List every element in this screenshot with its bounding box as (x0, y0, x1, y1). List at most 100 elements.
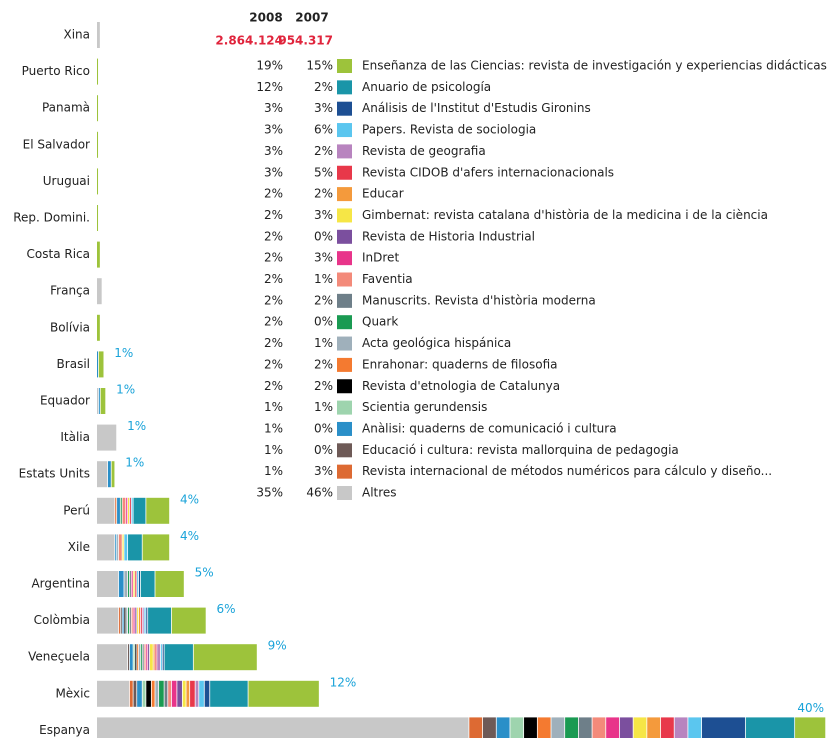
bar-segment (97, 168, 99, 195)
bar-segment (688, 717, 702, 738)
bar-segment (117, 534, 119, 561)
legend-label: Altres (362, 486, 397, 500)
legend-label: InDret (362, 251, 399, 265)
share-2008: 1% (264, 421, 283, 435)
share-2007: 2% (314, 357, 333, 371)
bar-segment (122, 497, 126, 524)
column-total: 2.864.124 (215, 34, 283, 48)
legend-swatch (337, 144, 352, 159)
bar-segment (122, 534, 124, 561)
bar-segment (128, 644, 130, 671)
bar-segment (124, 571, 128, 597)
share-2007: 2% (314, 293, 333, 307)
bar-segment (647, 717, 661, 738)
share-2008: 3% (264, 123, 283, 137)
bar-segment (124, 607, 126, 634)
legend-swatch (337, 272, 352, 287)
share-2007: 0% (314, 443, 333, 457)
bar-segment (155, 644, 157, 671)
share-2008: 2% (264, 315, 283, 329)
bar-segment (97, 680, 130, 707)
legend-swatch (337, 357, 352, 372)
legend-label: Gimbernat: revista catalana d'història d… (362, 208, 768, 222)
bar-segment (97, 534, 115, 561)
share-2007: 6% (314, 123, 333, 137)
bar-segment (97, 205, 99, 231)
bar-segment (745, 717, 795, 738)
bar-segment (177, 680, 182, 707)
bar-segment (97, 58, 99, 85)
bar-segment (128, 571, 130, 597)
bar-segment (142, 534, 170, 561)
legend-label: Scientia gerundensis (362, 400, 487, 414)
bar-segment (138, 571, 140, 597)
bar-segment (131, 571, 133, 597)
bar-segment (97, 351, 99, 378)
bar-segment (129, 571, 131, 597)
legend-label: Acta geológica hispánica (362, 336, 511, 350)
total-label: 6% (217, 602, 236, 616)
legend-swatch (337, 229, 352, 244)
bar-segment (578, 717, 592, 738)
bar-segment (660, 717, 674, 738)
bar-segment (195, 680, 199, 707)
country-label: Espanya (39, 723, 90, 737)
share-2008: 2% (264, 251, 283, 265)
bar-segment (159, 680, 164, 707)
bar-segment (164, 644, 193, 671)
share-2007: 0% (314, 421, 333, 435)
bar-segment (171, 607, 206, 634)
bar-segment (97, 314, 100, 341)
bar-segment (248, 680, 319, 707)
country-label: Bolívia (50, 320, 90, 334)
bar-segment (133, 571, 135, 597)
bar-segment (160, 644, 162, 671)
bar-segment (153, 644, 155, 671)
country-label: Itàlia (60, 430, 90, 444)
bar-segment (193, 644, 257, 671)
legend-swatch (337, 421, 352, 436)
bar-segment (144, 607, 146, 634)
bar-segment (118, 571, 124, 597)
legend-swatch (337, 80, 352, 95)
bar-segment (133, 497, 146, 524)
bar-segment (190, 680, 195, 707)
legend-swatch (337, 208, 352, 223)
bar-segment (128, 607, 130, 634)
share-2007: 3% (314, 208, 333, 222)
bar-segment (146, 644, 148, 671)
bar-segment (131, 607, 133, 634)
share-2007: 5% (314, 165, 333, 179)
legend-swatch (337, 293, 352, 308)
country-label: Puerto Rico (22, 64, 90, 78)
bar-segment (97, 497, 115, 524)
bar-segment (146, 680, 151, 707)
legend-label: Manuscrits. Revista d'història moderna (362, 293, 596, 307)
legend-swatch (337, 59, 352, 73)
country-label: Veneçuela (28, 650, 90, 664)
bar-segment (97, 424, 117, 451)
bar-segment (142, 680, 146, 707)
column-total: 954.317 (278, 34, 333, 48)
country-label: Colòmbia (34, 613, 90, 627)
country-label: França (50, 284, 90, 298)
bar-segment (204, 680, 210, 707)
bar-segment (129, 644, 133, 671)
bar-segment (146, 607, 148, 634)
share-2008: 1% (264, 464, 283, 478)
bar-segment (140, 571, 155, 597)
bar-segment (137, 680, 142, 707)
country-label: Perú (63, 503, 90, 517)
bar-segment (168, 680, 172, 707)
bar-segment (186, 680, 190, 707)
bar-segment (97, 644, 128, 671)
legend-swatch (337, 123, 352, 138)
bar-segment (592, 717, 606, 738)
country-label: Xina (63, 28, 90, 42)
total-label: 1% (125, 456, 144, 470)
bar-segment (131, 497, 133, 524)
legend-swatch (337, 165, 352, 180)
share-2008: 3% (264, 144, 283, 158)
share-2007: 0% (314, 315, 333, 329)
total-label: 12% (330, 675, 357, 689)
